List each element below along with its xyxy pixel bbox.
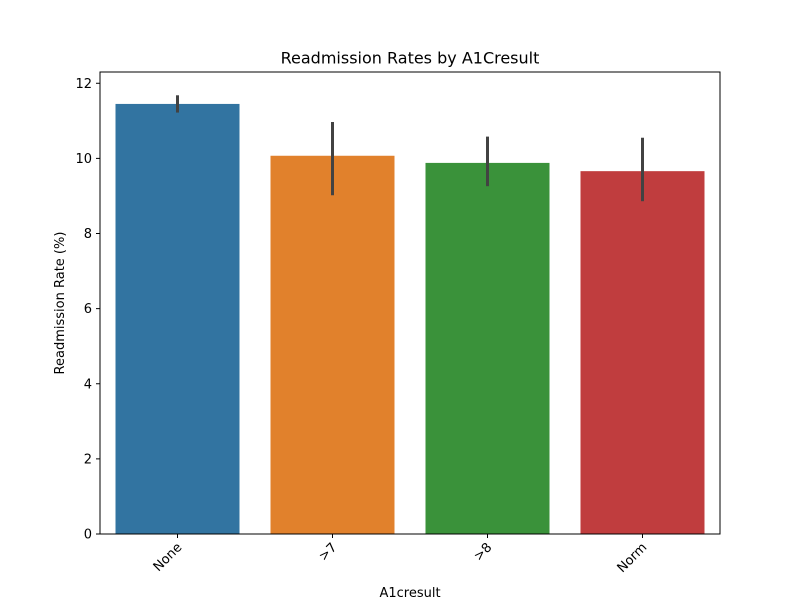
plot-area-frame — [99, 71, 721, 535]
y-axis-label: Readmission Rate (%) — [53, 232, 68, 375]
chart-title: Readmission Rates by A1Cresult — [281, 49, 540, 68]
x-axis-label: A1cresult — [379, 586, 440, 600]
y-tick-label-0: 0 — [84, 528, 92, 543]
bar-0 — [115, 103, 240, 535]
x-tick-label-0: None — [151, 540, 186, 575]
y-tick-label-6: 12 — [75, 77, 92, 92]
y-tick-label-3: 6 — [84, 302, 92, 317]
y-tick-label-4: 8 — [84, 227, 92, 242]
bar-3 — [580, 171, 705, 534]
error-bars-layer — [176, 95, 644, 202]
x-tick-label-3: Norm — [615, 540, 651, 576]
y-tick-label-5: 10 — [75, 152, 92, 167]
x-tick-label-1: >7 — [316, 540, 340, 564]
x-axis: None >7 >8 Norm — [151, 534, 651, 576]
x-tick-label-2: >8 — [471, 540, 495, 564]
y-axis: 0 2 4 6 8 10 12 — [75, 77, 100, 543]
bar-2 — [425, 162, 550, 534]
bar-1 — [270, 155, 395, 534]
bars-layer — [115, 103, 705, 535]
y-tick-label-2: 4 — [84, 377, 92, 392]
y-tick-label-1: 2 — [84, 452, 92, 467]
